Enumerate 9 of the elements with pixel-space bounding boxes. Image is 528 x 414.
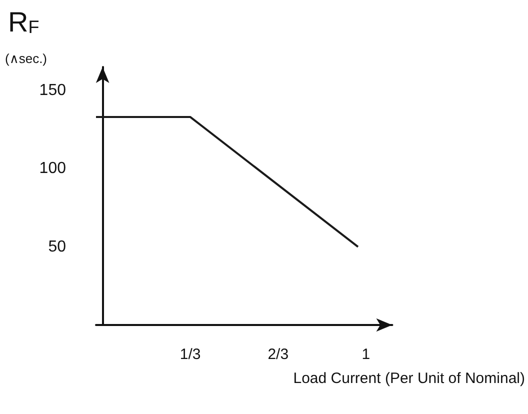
y-tick-label: 150 [39,82,66,99]
y-axis-title: RF [8,6,40,38]
x-tick-label: 2/3 [268,346,289,363]
x-axis-title: Load Current (Per Unit of Nominal) [293,370,526,387]
y-tick-label: 50 [48,238,66,256]
text: (∧sec.) [5,51,48,66]
x-tick-label: 1 [362,346,370,363]
y-tick-label: 100 [39,160,66,178]
x-tick-label: 1/3 [180,346,201,363]
